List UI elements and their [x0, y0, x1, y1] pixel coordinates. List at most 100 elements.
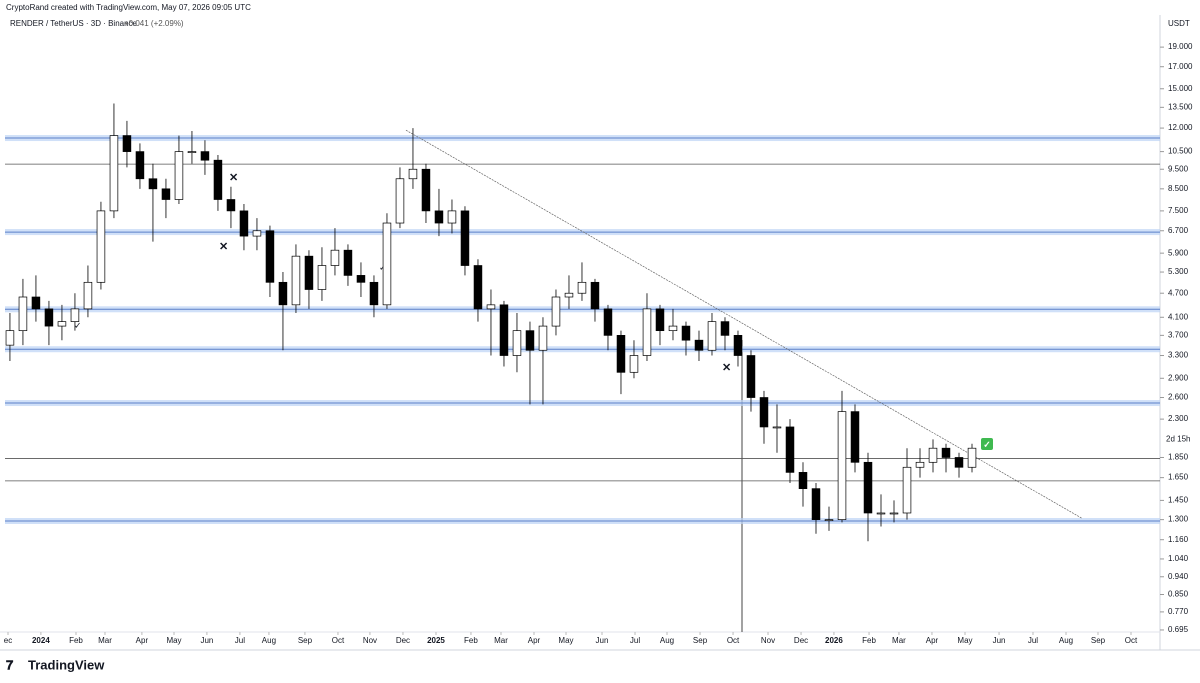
y-tick-label: 0.850 — [1168, 590, 1189, 599]
x-tick-label: Mar — [494, 636, 508, 645]
candle-body — [525, 330, 535, 351]
candle-body — [70, 308, 80, 322]
candle-body — [759, 397, 769, 428]
check-mark: ✓ — [74, 320, 82, 330]
y-tick-label: 1.160 — [1168, 535, 1189, 544]
candle-body — [382, 222, 392, 306]
cross-mark: ✕ — [219, 241, 228, 253]
x-tick-label: Feb — [862, 636, 876, 645]
candle-body — [876, 512, 886, 515]
candle-body — [785, 426, 795, 473]
candle-body — [252, 230, 262, 237]
y-tick-label: 0.770 — [1168, 607, 1189, 616]
candle-body — [31, 296, 41, 310]
x-tick-label: Jul — [630, 636, 640, 645]
candle-body — [213, 159, 223, 200]
candle-body — [18, 296, 28, 332]
x-tick-label: Nov — [761, 636, 775, 645]
y-tick-label: 12.000 — [1168, 123, 1193, 132]
y-tick-label: 8.500 — [1168, 184, 1189, 193]
candle-body — [512, 330, 522, 356]
candle-body — [967, 447, 977, 468]
candle-body — [499, 304, 509, 356]
y-tick-label: 1.300 — [1168, 515, 1189, 524]
candle-body — [538, 325, 548, 351]
y-tick-label: 5.900 — [1168, 248, 1189, 257]
x-tick-label: 2025 — [427, 636, 445, 645]
candle-body — [421, 168, 431, 212]
brand-name: TradingView — [28, 657, 105, 672]
y-tick-label: 2.600 — [1168, 393, 1189, 402]
cross-mark: ✕ — [229, 172, 238, 184]
candle-body — [668, 325, 678, 332]
y-tick-label: 2.900 — [1168, 373, 1189, 382]
candle-body — [642, 308, 652, 356]
candle-body — [265, 230, 275, 283]
x-tick-label: Aug — [262, 636, 276, 645]
candle-body — [278, 281, 288, 306]
cross-mark: ✕ — [722, 362, 731, 374]
candle-body — [707, 321, 717, 351]
candle-body — [187, 151, 197, 153]
price-change: +0.041 (+2.09%) — [124, 19, 184, 28]
candle-body — [434, 210, 444, 224]
candle-body — [291, 255, 301, 306]
x-tick-label: Apr — [926, 636, 939, 645]
x-tick-label: 2024 — [32, 636, 50, 645]
candle-body — [928, 447, 938, 463]
candle-body — [850, 411, 860, 463]
check-badge — [981, 438, 993, 450]
x-tick-label: Apr — [136, 636, 149, 645]
x-tick-label: May — [558, 636, 573, 645]
y-tick-label: 1.040 — [1168, 554, 1189, 563]
y-tick-label: 17.000 — [1168, 62, 1193, 71]
candle-body — [720, 321, 730, 336]
y-tick-label: 4.700 — [1168, 288, 1189, 297]
y-tick-label: 15.000 — [1168, 84, 1193, 93]
candle-body — [798, 472, 808, 489]
y-tick-label: 10.500 — [1168, 147, 1193, 156]
candle-body — [356, 275, 366, 283]
x-tick-label: Sep — [693, 636, 708, 645]
x-tick-label: Jul — [1028, 636, 1038, 645]
candle-body — [408, 168, 418, 180]
brand-icon: 𝟕 — [6, 657, 14, 672]
candle-body — [863, 461, 873, 514]
candle-body — [915, 461, 925, 468]
candle-body — [551, 296, 561, 327]
y-tick-label: 13.500 — [1168, 102, 1193, 111]
x-tick-label: Oct — [1125, 636, 1138, 645]
candle-body — [135, 151, 145, 180]
y-tick-label: 1.450 — [1168, 496, 1189, 505]
candle-body — [330, 249, 340, 266]
axis-unit: USDT — [1168, 19, 1190, 28]
candle-body — [889, 512, 899, 515]
y-tick-label: 1.650 — [1168, 473, 1189, 482]
candle-body — [57, 321, 67, 327]
candle-body — [655, 308, 665, 332]
chart-title: RENDER / TetherUS · 3D · Binance — [10, 19, 138, 28]
candle-body — [83, 281, 93, 310]
x-tick-label: Mar — [892, 636, 906, 645]
candle-body — [603, 308, 613, 336]
credit: CryptoRand created with TradingView.com,… — [6, 3, 251, 12]
x-tick-label: Dec — [794, 636, 808, 645]
candle-body — [824, 519, 834, 521]
x-tick-label: Apr — [528, 636, 541, 645]
y-tick-label: 0.695 — [1168, 625, 1189, 634]
x-tick-label: Sep — [298, 636, 313, 645]
candle-body — [616, 335, 626, 373]
x-tick-label: ec — [4, 636, 12, 645]
x-tick-label: Jul — [235, 636, 245, 645]
brand-logo: 𝟕 TradingView — [6, 657, 105, 672]
countdown-box — [1162, 433, 1200, 446]
candle-body — [161, 188, 171, 200]
candle-body — [226, 199, 236, 212]
y-tick-label: 2.300 — [1168, 414, 1189, 423]
y-tick-label: 4.100 — [1168, 312, 1189, 321]
candle-body — [486, 304, 496, 310]
plot-area — [5, 103, 1160, 542]
candle-body — [837, 411, 847, 520]
